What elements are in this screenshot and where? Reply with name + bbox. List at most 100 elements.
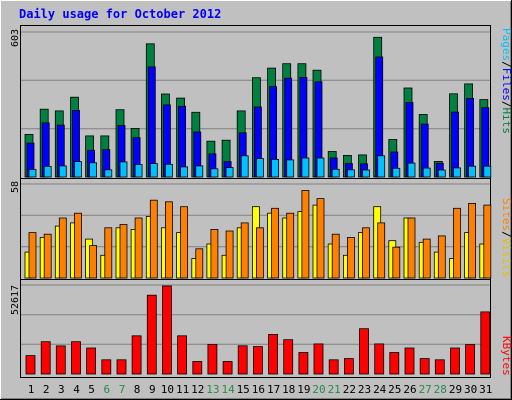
x-label-day-17: 17 [267,383,280,396]
kbytes-bar-day-25 [389,352,400,375]
sites-bar-day-4 [74,212,82,279]
sites-bar-day-5 [89,245,97,279]
x-label-day-24: 24 [373,383,387,396]
sites-bar-day-12 [195,248,204,279]
x-label-day-20: 20 [312,383,325,396]
legend-hits: Hits [500,108,512,135]
kbytes-bar-day-5 [86,347,96,375]
sites-bar-day-10 [164,201,173,279]
x-label-day-11: 11 [176,383,189,396]
x-label-day-2: 2 [43,383,50,396]
kbytes-bar-day-16 [252,346,263,375]
pages-bar-day-23 [362,169,370,178]
x-label-day-26: 26 [403,383,416,396]
legend-separator-3: / [500,231,512,238]
top-panel-legend: Pages/Files/Hits [500,28,512,134]
kbytes-bar-day-21 [328,359,339,375]
x-label-day-21: 21 [328,383,341,396]
kbytes-bar-day-14 [222,361,233,375]
sites-bar-day-31 [483,204,492,279]
pages-bar-day-25 [392,167,401,178]
x-label-day-27: 27 [419,383,432,396]
x-label-day-12: 12 [191,383,204,396]
kbytes-bar-day-29 [450,347,460,375]
sites-bar-day-22 [346,237,355,279]
pages-bar-day-20 [316,157,325,178]
legend-files: Files [500,68,512,101]
sites-bar-day-3 [58,217,67,279]
legend-separator-1: / [500,61,512,68]
x-label-day-25: 25 [388,383,401,396]
sites-bar-day-28 [437,235,446,279]
x-label-day-22: 22 [343,383,356,396]
pages-bar-day-18 [286,159,295,178]
pages-bar-day-28 [437,169,446,178]
kbytes-bar-day-20 [313,343,324,375]
pages-bar-day-29 [453,167,461,178]
sites-bar-day-6 [104,227,113,279]
sites-bar-day-20 [316,198,325,279]
plot-frame [20,25,491,378]
sites-bar-day-13 [210,228,219,279]
bars [24,36,492,375]
x-label-day-30: 30 [464,383,477,396]
sites-bar-day-14 [225,230,234,279]
sites-bar-day-11 [180,206,189,279]
bottom-panel-ymax-label: 52617 [10,285,21,315]
sites-bar-day-15 [240,222,249,279]
pages-bar-day-27 [422,167,431,178]
kbytes-bar-day-2 [40,341,51,375]
pages-bar-day-9 [149,163,158,178]
x-label-day-5: 5 [88,383,95,396]
sites-bar-day-23 [362,227,370,279]
x-label-day-7: 7 [119,383,126,396]
x-label-day-14: 14 [221,383,235,396]
kbytes-bar-day-11 [177,335,188,375]
kbytes-bar-day-19 [298,352,309,375]
kbytes-bar-day-13 [207,343,218,375]
files-bar-day-29 [451,111,459,178]
x-label-day-15: 15 [237,383,250,396]
pages-bar-day-5 [89,162,97,178]
pages-bar-day-10 [164,163,173,178]
sites-bar-day-21 [331,233,340,279]
sites-bar-day-27 [422,238,431,279]
legend-pages: Pages [500,28,512,61]
kbytes-bar-day-3 [55,345,66,375]
sites-bar-day-18 [286,212,295,279]
x-axis-day-labels: 1 2 3 4 5 6 7 8 9 10 11 12 13 14 15 16 17 18 19 20 21 22 23 24 2… [28,383,493,396]
x-label-day-13: 13 [206,383,219,396]
pages-bar-day-19 [301,157,310,178]
pages-bar-day-22 [346,169,355,178]
kbytes-bar-day-24 [374,343,385,375]
kbytes-bar-day-28 [434,359,445,375]
kbytes-bar-day-30 [465,344,476,375]
x-label-day-16: 16 [252,383,265,396]
sites-bar-day-30 [468,202,477,279]
x-label-day-10: 10 [161,383,174,396]
sites-bar-day-7 [119,224,128,279]
files-bar-day-30 [466,98,475,178]
top-panel-ymax-label: 603 [10,29,21,47]
kbytes-bar-day-6 [101,359,112,375]
x-label-day-6: 6 [103,383,110,396]
sites-bar-day-26 [407,217,416,279]
sites-bar-day-16 [255,227,264,279]
files-bar-day-9 [147,66,156,178]
pages-bar-day-26 [407,162,416,178]
kbytes-bar-day-15 [237,345,248,375]
pages-bar-day-7 [119,161,128,178]
kbytes-bar-day-26 [404,347,415,375]
pages-bar-day-1 [28,169,37,178]
kbytes-bar-day-9 [146,294,157,375]
kbytes-bar-day-7 [116,359,127,375]
pages-bar-day-14 [225,167,234,178]
kbytes-bar-day-31 [480,311,491,375]
sites-bar-day-25 [392,246,401,279]
sites-bar-day-17 [271,207,280,279]
middle-panel-ymax-label: 58 [10,181,21,193]
kbytes-bar-day-17 [268,333,279,375]
